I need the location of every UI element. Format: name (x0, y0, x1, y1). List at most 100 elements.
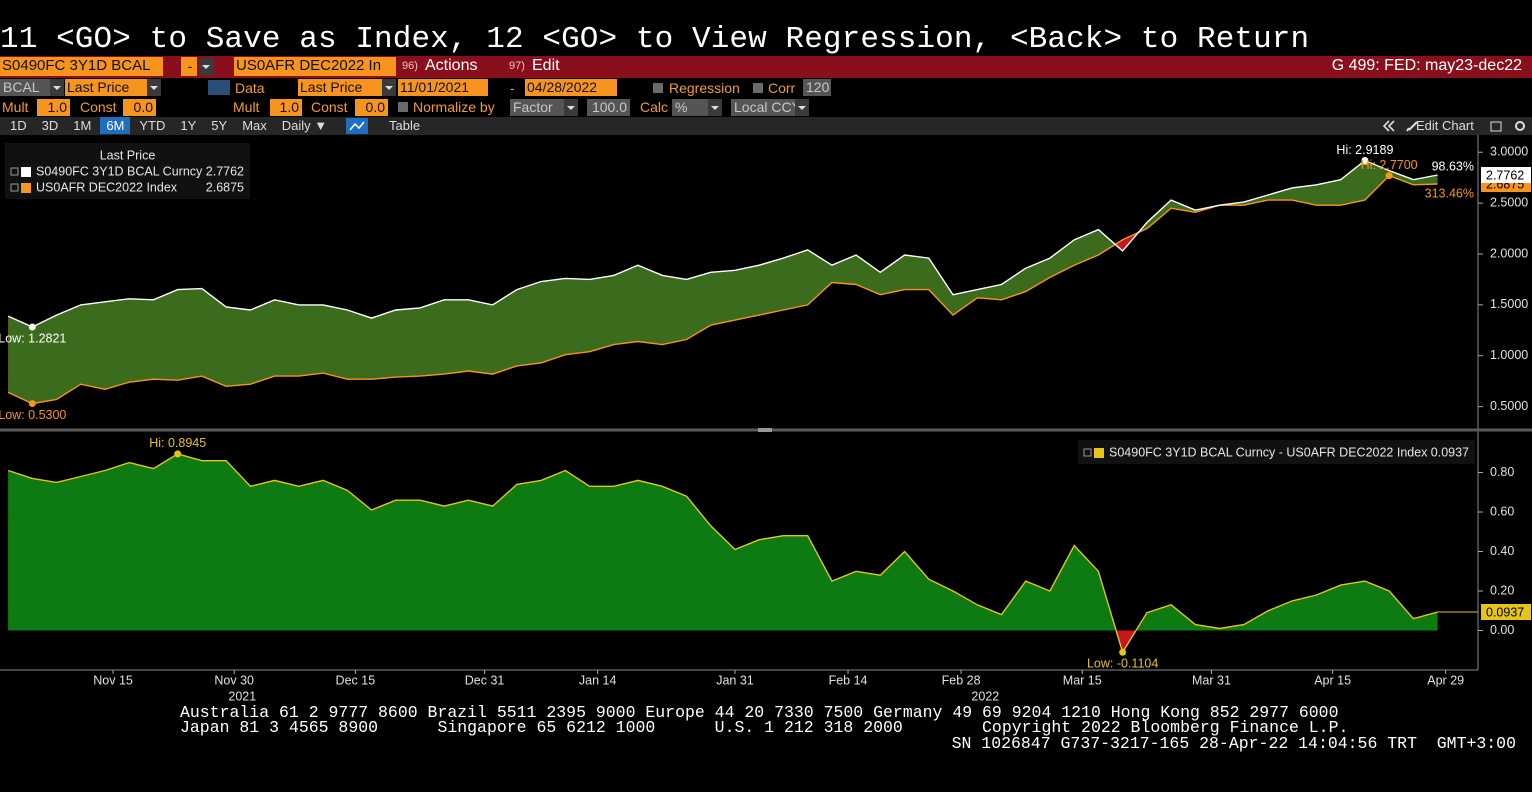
field-1[interactable]: Last Price (65, 79, 147, 96)
x-tick-label: Dec 15 (336, 673, 376, 687)
range-tab[interactable]: 1Y (180, 118, 197, 133)
data-label: Data (235, 80, 265, 96)
range-tab[interactable]: 5Y (211, 118, 228, 133)
currency[interactable]: Local CCY (731, 99, 795, 116)
chart-type-icon[interactable] (346, 118, 368, 134)
annotation-label: Low: -0.1104 (1087, 657, 1158, 671)
dropdown[interactable] (50, 79, 64, 96)
x-tick-label: Nov 30 (214, 673, 254, 687)
range-tab[interactable]: 1M (73, 118, 92, 133)
series-line (7, 453, 1438, 655)
mult-value[interactable]: 1.0 (270, 99, 302, 116)
annotation-point (1119, 648, 1127, 656)
y-tick-label: 0.20 (1490, 583, 1514, 597)
dropdown[interactable] (564, 99, 578, 116)
y-tick-label: 0.40 (1490, 544, 1514, 558)
nav-icons[interactable] (1383, 120, 1419, 132)
swap-icon[interactable] (208, 80, 230, 95)
legend-swatch (1094, 448, 1104, 458)
x-tick-label: Feb 28 (942, 673, 981, 687)
normalize-label[interactable]: Normalize by (413, 99, 495, 115)
edit-button[interactable]: Edit (532, 57, 560, 74)
series-line (7, 174, 1438, 405)
annotation-point (174, 450, 182, 458)
dropdown[interactable] (147, 79, 161, 96)
dropdown[interactable] (708, 99, 722, 116)
range-tab[interactable]: Daily ▼ (281, 118, 328, 133)
x-tick-label: Apr 29 (1427, 673, 1464, 687)
x-tick-label: Dec 31 (465, 673, 505, 687)
annotation-label: Hi: 0.8945 (149, 436, 206, 450)
annotation-label: Low: 0.5300 (0, 408, 66, 422)
y-tick-label: 0.60 (1490, 504, 1514, 518)
y-tick-label: 1.5000 (1490, 297, 1528, 311)
annotation-label: Hi: 2.7700 (1361, 158, 1418, 172)
range-bar (0, 117, 1532, 135)
range-tab[interactable]: 6M (100, 117, 131, 134)
legend-value: 2.7762 (206, 164, 244, 178)
chart-icons[interactable] (1490, 119, 1528, 133)
normalize-mode[interactable]: Factor (510, 99, 564, 116)
mult-value[interactable]: 1.0 (37, 99, 70, 116)
series-line (7, 159, 1438, 328)
y-tick-label: 0.80 (1490, 465, 1514, 479)
chart-panel: 0.00 0.20 0.40 0.60 0.80 Nov 15 Nov 30 Dec 15 De… (7, 436, 1531, 703)
corr-window[interactable]: 120 (803, 79, 831, 96)
page-title: G 499: FED: may23-dec22 (1331, 57, 1522, 74)
x-tick-label: Mar 31 (1192, 673, 1231, 687)
end-date[interactable]: 04/28/2022 (525, 79, 617, 96)
y-tick-label: 2.5000 (1490, 195, 1528, 209)
source-field[interactable]: BCAL (0, 79, 50, 96)
y-tick-label: 1.0000 (1490, 348, 1528, 362)
edit-number[interactable]: 97) (509, 60, 525, 72)
x-year-label: 2021 (228, 689, 256, 703)
y-tick-label: 0.5000 (1490, 399, 1528, 413)
range-tab[interactable]: 3D (41, 118, 59, 133)
legend-label: S0490FC 3Y1D BCAL Curncy (36, 164, 203, 178)
checkbox[interactable] (753, 83, 763, 93)
const-label: Const (80, 99, 117, 115)
y-tick-label: 0.00 (1490, 623, 1514, 637)
field-2[interactable]: Last Price (298, 79, 382, 96)
edit-chart-button[interactable]: Edit Chart (1416, 118, 1474, 133)
range-tab[interactable]: Max (242, 118, 267, 133)
table-button[interactable]: Table (389, 118, 421, 133)
legend-box (5, 143, 250, 199)
mult-label: Mult (233, 99, 260, 115)
range-tab[interactable]: 1D (10, 118, 27, 133)
regression-label[interactable]: Regression (669, 80, 740, 96)
legend-box (1078, 440, 1475, 464)
dropdown[interactable] (382, 79, 396, 96)
const-value[interactable]: 0.0 (123, 99, 156, 116)
annotation-point (1361, 156, 1369, 164)
security-2[interactable]: US0AFR DEC2022 In (234, 57, 396, 76)
corr-label[interactable]: Corr (768, 80, 796, 96)
annotation-point (1385, 172, 1393, 180)
actions-button[interactable]: Actions (425, 57, 478, 74)
annotation-point (28, 400, 36, 408)
checkbox[interactable] (653, 83, 663, 93)
security-1[interactable]: S0490FC 3Y1D BCAL (0, 57, 163, 76)
x-tick-label: Mar 15 (1063, 673, 1102, 687)
legend-title: Last Price (100, 148, 156, 162)
range-tab[interactable]: YTD (139, 118, 166, 133)
annotation-point (28, 323, 36, 331)
normalize-value[interactable]: 100.0 (587, 99, 630, 116)
range-tabs: 1D 3D 1M 6M YTD 1Y 5Y Max Daily ▼ (4, 117, 333, 134)
dropdown[interactable] (795, 99, 809, 116)
last-value-tag (1481, 167, 1531, 184)
footer-line: Japan 81 3 4565 8900 Singapore 65 6212 1… (180, 718, 1349, 737)
operator[interactable]: - (181, 57, 197, 76)
checkbox[interactable] (398, 102, 408, 112)
command-line: 11 <GO> to Save as Index, 12 <GO> to Vie… (0, 22, 1310, 57)
actions-number[interactable]: 96) (402, 60, 418, 72)
annotation-label: Hi: 2.9189 (1336, 143, 1393, 157)
legend-swatch (21, 183, 31, 193)
last-value-tag (1481, 604, 1531, 621)
start-date[interactable]: 11/01/2021 (398, 79, 488, 96)
const-value[interactable]: 0.0 (355, 99, 388, 116)
dropdown[interactable] (199, 58, 213, 75)
calc-mode[interactable]: % (672, 99, 708, 116)
toolbar (0, 56, 1532, 78)
